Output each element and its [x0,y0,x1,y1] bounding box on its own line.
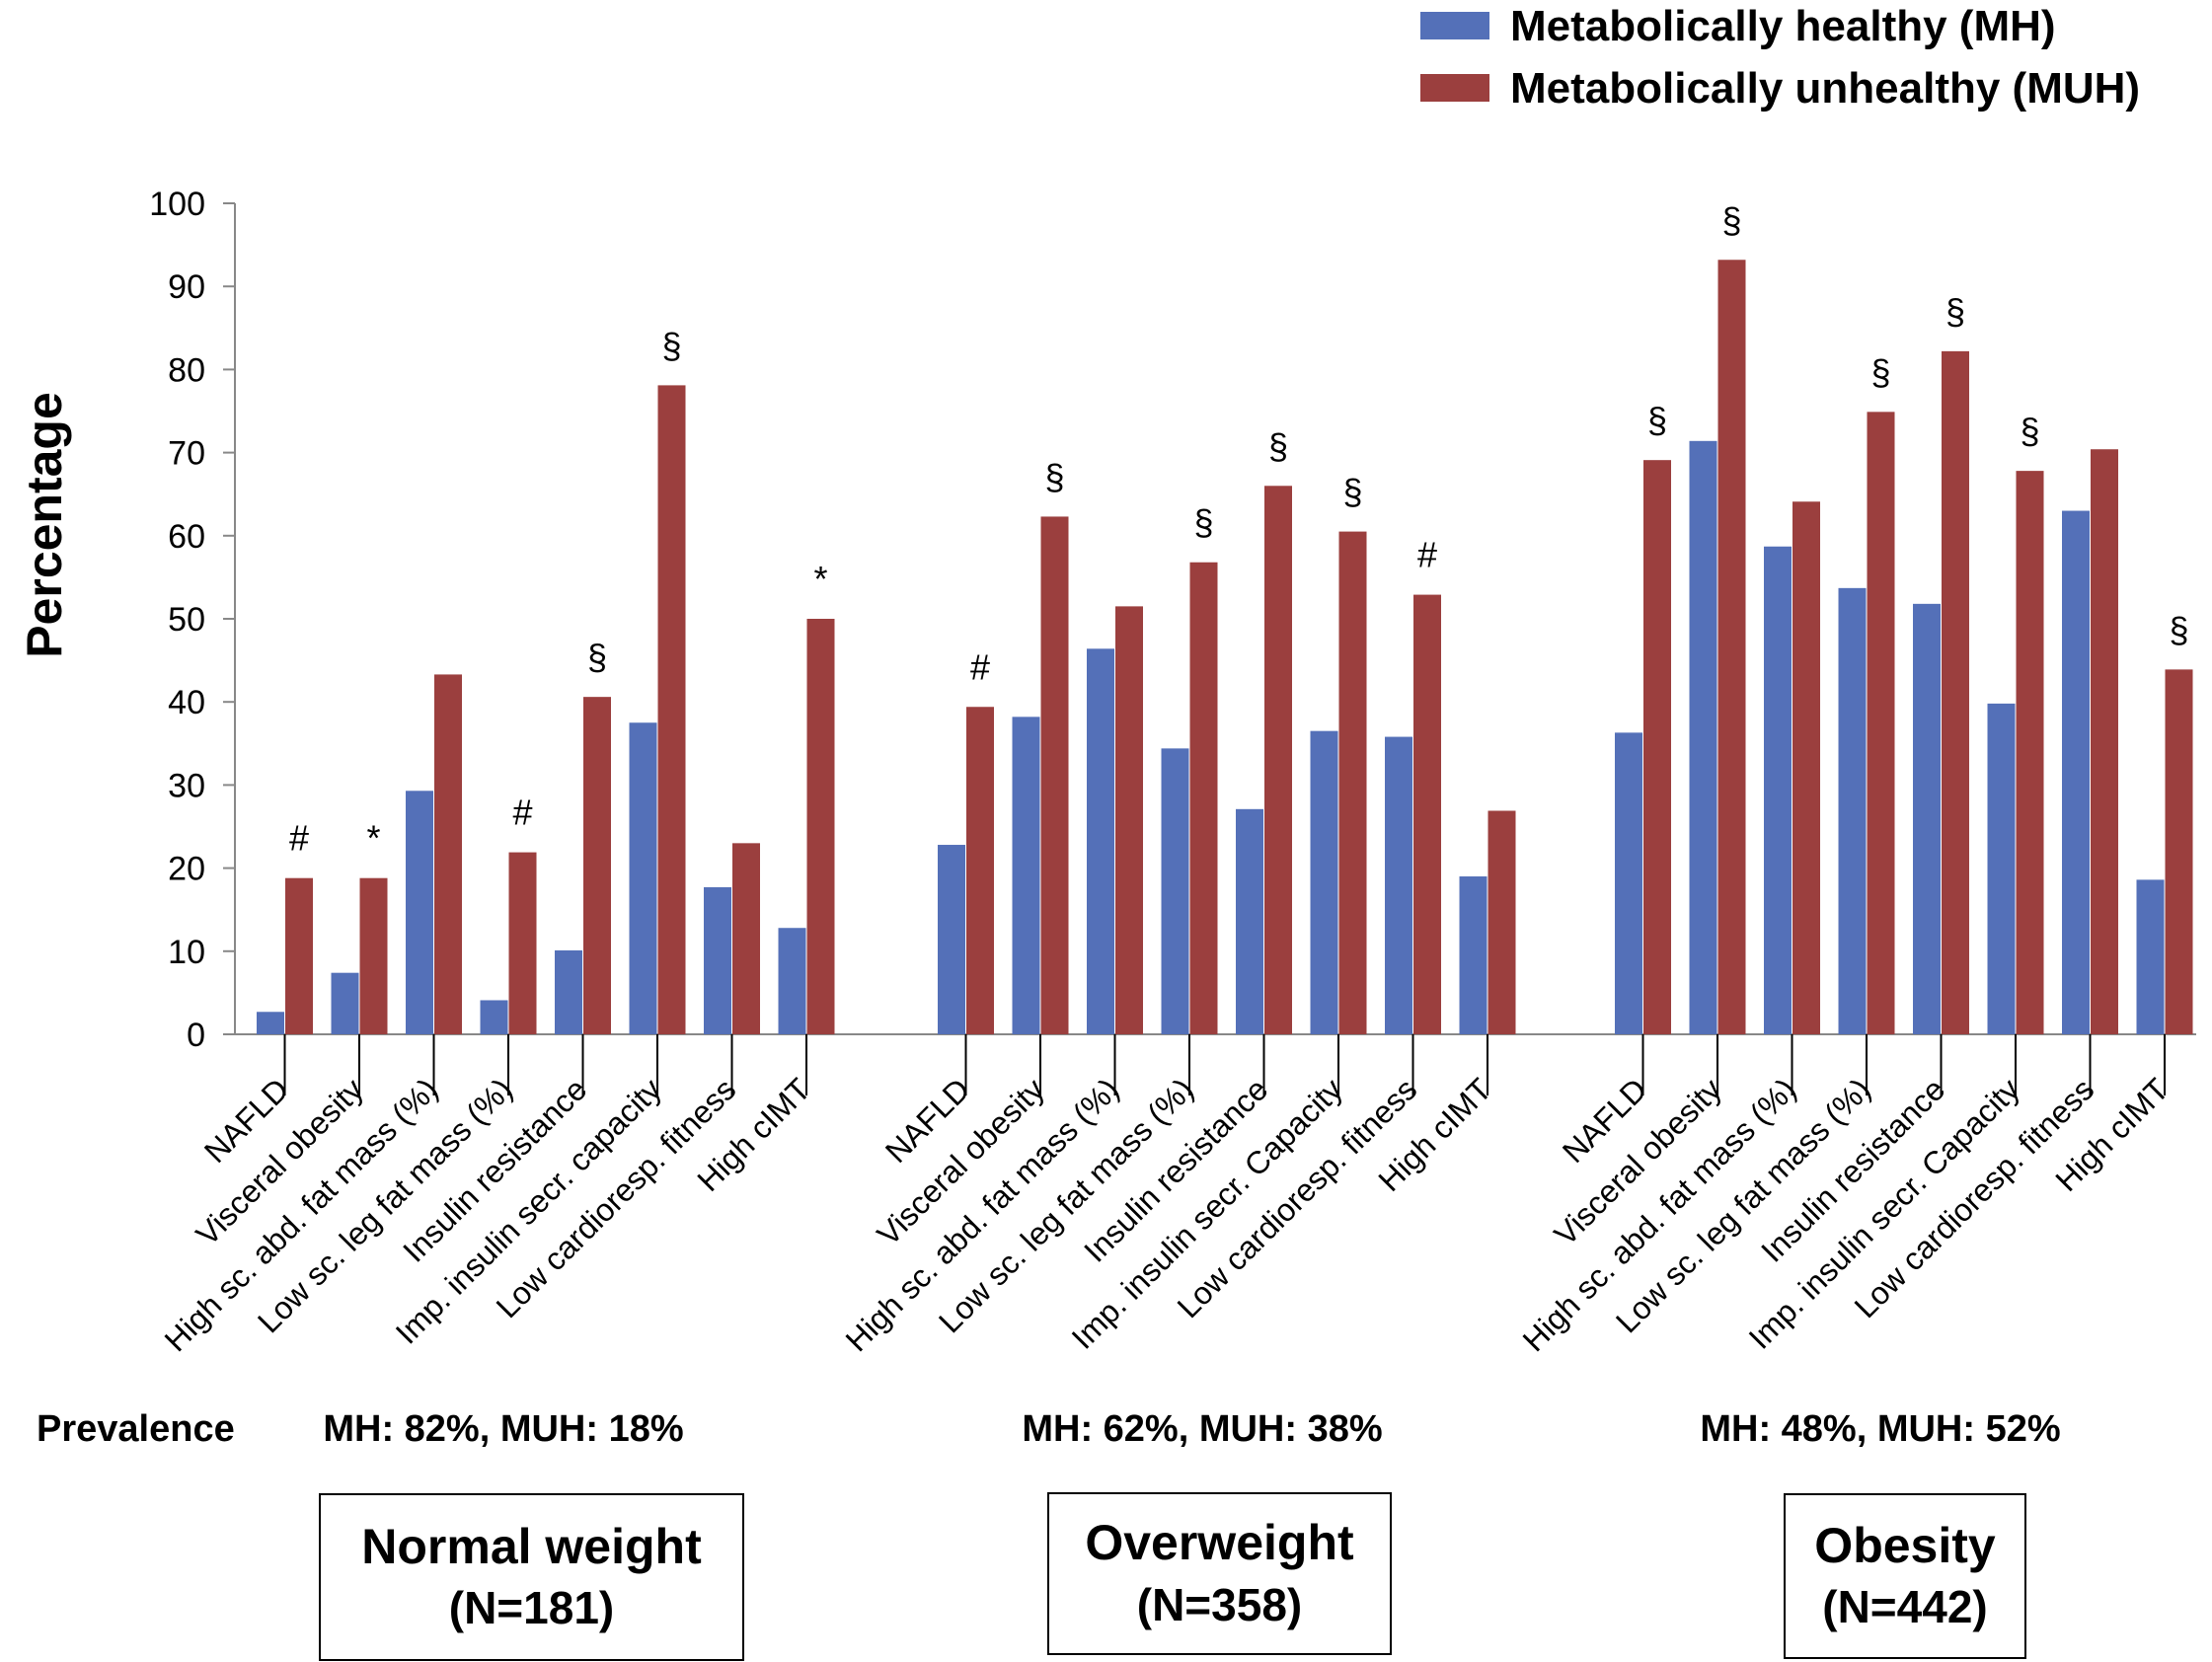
bar-muh [1942,350,1969,1035]
bar-muh [1264,486,1292,1034]
group-n: (N=181) [448,1582,615,1634]
bar-muh [359,877,388,1034]
significance-mark: # [512,793,532,833]
bar-mh [1236,808,1263,1034]
significance-mark: § [1268,425,1288,466]
y-axis-label: Percentage [17,392,72,658]
bar-mh [480,1000,508,1034]
bar-mh [704,886,731,1034]
bar-mh [257,1012,284,1034]
bar-mh [1385,736,1412,1034]
bars [257,260,2193,1035]
bar-muh [508,852,537,1034]
bar-mh [1838,587,1867,1034]
prevalence-value: MH: 48%, MUH: 52% [1700,1408,2060,1450]
bar-mh [1764,546,1792,1034]
y-tick-label: 70 [168,435,205,473]
significance-mark: * [813,559,827,599]
bar-mh [1161,748,1189,1034]
significance-mark: § [1647,400,1667,440]
bar-muh [1792,501,1820,1034]
bar-mh [778,928,806,1034]
bar-mh [629,722,657,1034]
significance-mark: § [661,325,681,365]
bar-muh [1867,412,1895,1034]
y-tick-label: 100 [149,186,205,223]
bar-muh [1487,810,1516,1034]
bar-muh [657,385,686,1034]
bar-muh [2165,669,2193,1034]
bar-mh [1615,732,1642,1034]
legend-swatch-0 [1420,12,1489,39]
y-tick-label: 50 [168,601,205,639]
significance-mark: § [1870,351,1890,392]
bar-muh [1115,606,1143,1034]
y-tick-label: 30 [168,767,205,804]
legend-label-0: Metabolically healthy (MH) [1510,2,2056,50]
bar-mh [938,845,965,1034]
legend: Metabolically healthy (MH) Metabolically … [1420,2,2140,113]
significance-mark: § [587,637,607,677]
significance-mark: § [2020,411,2039,451]
bar-mh [1012,717,1040,1034]
bar-muh [1643,460,1671,1035]
bar-mh [331,972,359,1034]
group-n: (N=358) [1136,1578,1303,1630]
y-tick-label: 10 [168,934,205,971]
bar-mh [1087,648,1114,1034]
bar-muh [1040,516,1069,1034]
bar-muh [285,877,313,1034]
bar-mh [1459,876,1487,1034]
significance-mark: # [970,646,990,687]
bar-mh [2062,510,2090,1034]
bar-mh [406,791,433,1034]
bar-muh [966,707,994,1034]
bar-mh [555,949,582,1034]
y-tick-label: 60 [168,518,205,556]
y-tick-label: 0 [187,1017,205,1054]
bar-mh [1987,703,2016,1034]
bar-muh [1338,531,1367,1034]
group-name: Overweight [1085,1515,1354,1571]
bar-muh [806,619,835,1034]
bar-muh [1189,562,1218,1034]
group-n: (N=442) [1822,1581,1988,1633]
bar-muh [1413,594,1441,1034]
axes: 0 10 20 30 40 50 60 70 80 90 100 Percentage [17,186,2196,1054]
bar-muh [2091,449,2118,1034]
prevalence-value: MH: 82%, MUH: 18% [323,1408,683,1450]
bar-mh [2136,879,2165,1034]
group-box-obesity: Obesity (N=442) [1784,1493,2026,1659]
y-tick-label: 40 [168,684,205,721]
bar-muh [1717,260,1746,1035]
significance-mark: § [1342,472,1362,512]
group-box-normal-weight: Normal weight (N=181) [319,1493,744,1661]
bar-mh [1310,730,1338,1034]
bar-mh [1913,603,1941,1034]
bar-muh [732,843,760,1034]
group-box-overweight: Overweight (N=358) [1047,1492,1392,1655]
bar-muh [583,697,611,1034]
y-tick-label: 80 [168,351,205,389]
significance-mark: * [366,818,380,859]
bar-muh [434,674,462,1034]
significance-mark: § [2169,609,2188,649]
prevalence-label: Prevalence [37,1408,235,1450]
y-tick-label: 20 [168,851,205,888]
prevalence-value: MH: 62%, MUH: 38% [1022,1408,1382,1450]
significance-mark: # [289,818,309,859]
significance-mark: § [1721,199,1741,240]
significance-mark: § [1193,502,1213,543]
significance-mark: § [1945,291,1965,332]
bar-mh [1689,440,1717,1034]
significance-mark: # [1417,535,1437,575]
significance-mark: § [1044,456,1064,496]
legend-swatch-1 [1420,74,1489,102]
legend-label-1: Metabolically unhealthy (MUH) [1510,64,2140,113]
y-tick-label: 90 [168,268,205,306]
bar-muh [2016,471,2044,1034]
group-name: Normal weight [361,1518,702,1574]
group-name: Obesity [1814,1517,1996,1573]
